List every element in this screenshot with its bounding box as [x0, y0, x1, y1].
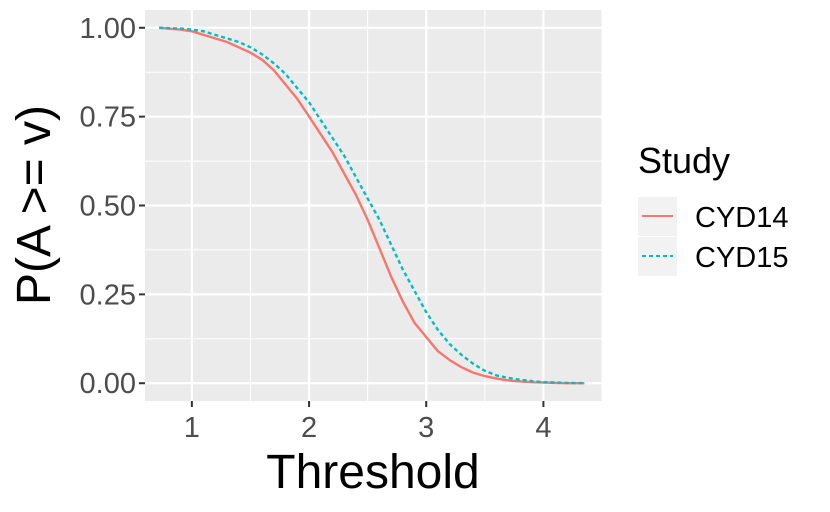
y-tick-label-3: 0.75: [80, 102, 136, 134]
y-axis: 0.00 0.25 0.50 0.75 1.00: [80, 13, 145, 400]
x-tick-label-0: 1: [184, 412, 200, 444]
x-axis: 1 2 3 4: [184, 401, 551, 444]
series-line-cyd14: [158, 26, 585, 385]
x-tick-label-2: 3: [418, 412, 434, 444]
legend-label-cyd15: CYD15: [695, 242, 789, 274]
series-line-cyd15: [159, 26, 585, 385]
legend-label-cyd14: CYD14: [695, 202, 789, 234]
y-tick-label-0: 0.00: [80, 368, 136, 400]
y-tick-label-4: 1.00: [80, 13, 136, 45]
series-lines: [158, 26, 585, 385]
y-tick-label-2: 0.50: [80, 191, 136, 223]
x-tick-label-3: 4: [535, 412, 551, 444]
y-axis-title: P(A >= v): [8, 105, 61, 305]
legend: Study CYD14 CYD15: [638, 140, 789, 276]
legend-title: Study: [638, 140, 730, 181]
x-tick-label-1: 2: [301, 412, 317, 444]
y-tick-label-1: 0.25: [80, 279, 136, 311]
x-axis-title: Threshold: [266, 446, 479, 499]
